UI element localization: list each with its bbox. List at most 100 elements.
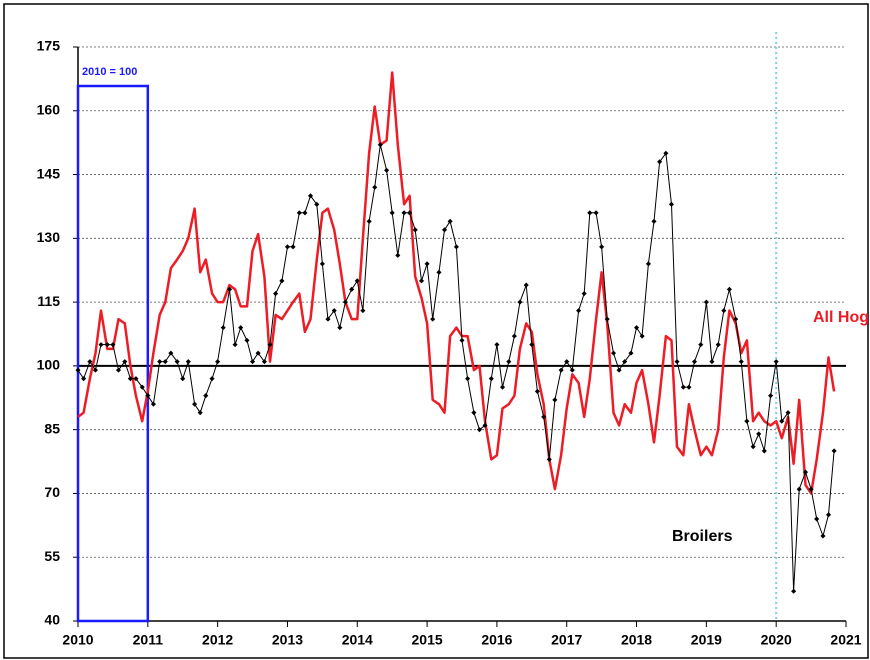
point-marker bbox=[197, 410, 203, 416]
point-marker bbox=[750, 444, 756, 450]
point-marker bbox=[633, 325, 640, 331]
point-marker bbox=[104, 342, 110, 348]
point-marker bbox=[174, 359, 180, 365]
point-marker bbox=[290, 244, 296, 250]
point-marker bbox=[273, 291, 279, 297]
point-marker bbox=[814, 516, 820, 522]
point-marker bbox=[407, 210, 413, 216]
point-marker bbox=[831, 448, 837, 454]
y-tick-label: 145 bbox=[37, 165, 61, 181]
point-marker bbox=[372, 184, 378, 190]
point-marker bbox=[721, 308, 727, 314]
point-marker bbox=[360, 308, 366, 314]
point-marker bbox=[541, 414, 547, 420]
point-marker bbox=[98, 342, 104, 348]
point-marker bbox=[680, 384, 686, 390]
x-tick-label: 2017 bbox=[551, 632, 582, 648]
y-tick-label: 55 bbox=[44, 548, 60, 564]
series-label: All Hogs bbox=[813, 309, 870, 326]
point-marker bbox=[418, 278, 425, 284]
point-marker bbox=[366, 218, 372, 224]
point-marker bbox=[133, 376, 139, 382]
x-tick-label: 2020 bbox=[761, 632, 792, 648]
x-tick-label: 2018 bbox=[621, 632, 652, 648]
point-marker bbox=[87, 359, 93, 365]
point-marker bbox=[354, 278, 360, 284]
point-marker bbox=[325, 316, 331, 322]
point-marker bbox=[686, 384, 692, 390]
point-marker bbox=[127, 376, 133, 382]
point-marker bbox=[756, 431, 762, 437]
y-tick-label: 130 bbox=[37, 229, 61, 245]
point-marker bbox=[75, 367, 81, 373]
point-marker bbox=[698, 342, 704, 348]
point-marker bbox=[209, 376, 215, 382]
base-period-box bbox=[76, 84, 150, 623]
point-marker bbox=[825, 512, 832, 518]
point-marker bbox=[255, 350, 261, 356]
point-marker bbox=[768, 393, 774, 399]
point-marker bbox=[820, 533, 826, 539]
series-line bbox=[77, 71, 836, 495]
point-marker bbox=[180, 376, 186, 382]
y-tick-label: 100 bbox=[37, 357, 61, 373]
point-marker bbox=[215, 359, 221, 365]
point-marker bbox=[581, 291, 587, 297]
point-marker bbox=[726, 286, 732, 292]
point-marker bbox=[482, 422, 488, 428]
point-marker bbox=[558, 367, 564, 373]
point-marker bbox=[249, 359, 256, 365]
point-marker bbox=[494, 342, 500, 348]
point-marker bbox=[691, 359, 698, 365]
point-marker bbox=[150, 401, 156, 407]
y-tick-label: 175 bbox=[37, 38, 61, 54]
point-marker bbox=[226, 286, 233, 292]
point-marker bbox=[296, 210, 302, 216]
point-marker bbox=[523, 282, 529, 288]
point-marker bbox=[587, 210, 593, 216]
point-marker bbox=[779, 418, 785, 424]
point-marker bbox=[244, 337, 250, 343]
point-marker bbox=[534, 388, 540, 394]
point-marker bbox=[791, 588, 797, 594]
x-tick-label: 2015 bbox=[412, 632, 443, 648]
point-marker bbox=[261, 359, 267, 365]
point-marker bbox=[616, 367, 622, 373]
point-marker bbox=[436, 269, 442, 275]
x-tick-label: 2021 bbox=[830, 632, 861, 648]
point-marker bbox=[401, 210, 407, 216]
point-marker bbox=[389, 210, 395, 216]
point-marker bbox=[610, 350, 617, 356]
point-marker bbox=[703, 299, 709, 305]
point-marker bbox=[465, 376, 471, 382]
point-marker bbox=[576, 308, 582, 314]
y-tick-label: 70 bbox=[44, 484, 60, 500]
x-tick-label: 2010 bbox=[62, 632, 93, 648]
series-label: Broilers bbox=[672, 528, 733, 545]
point-marker bbox=[668, 201, 675, 207]
point-marker bbox=[453, 244, 459, 250]
point-marker bbox=[441, 227, 448, 233]
point-marker bbox=[796, 486, 802, 492]
point-marker bbox=[430, 316, 436, 322]
point-marker bbox=[499, 384, 506, 390]
point-marker bbox=[412, 227, 418, 233]
point-marker bbox=[220, 325, 226, 331]
point-marker bbox=[645, 261, 651, 267]
point-marker bbox=[773, 359, 779, 365]
point-marker bbox=[569, 367, 575, 373]
point-marker bbox=[674, 359, 680, 365]
point-marker bbox=[709, 359, 715, 365]
point-marker bbox=[307, 193, 314, 199]
point-marker bbox=[517, 299, 523, 305]
point-marker bbox=[203, 393, 209, 399]
point-marker bbox=[738, 359, 744, 365]
point-marker bbox=[115, 367, 122, 373]
point-marker bbox=[506, 359, 512, 365]
point-marker bbox=[552, 397, 558, 403]
x-tick-label: 2013 bbox=[272, 632, 303, 648]
y-tick-label: 160 bbox=[37, 101, 61, 117]
point-marker bbox=[238, 325, 244, 331]
point-marker bbox=[471, 410, 477, 416]
point-marker bbox=[192, 401, 198, 407]
